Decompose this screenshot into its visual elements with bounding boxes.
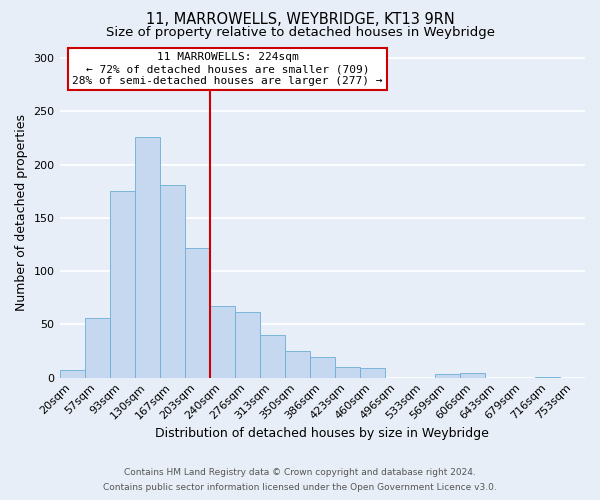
Bar [134, 137, 160, 378]
Text: Contains public sector information licensed under the Open Government Licence v3: Contains public sector information licen… [103, 483, 497, 492]
Bar [435, 374, 460, 378]
Bar [110, 192, 134, 378]
Bar [235, 312, 260, 378]
Bar [260, 335, 285, 378]
Bar [310, 358, 335, 378]
Bar [59, 370, 85, 378]
Text: 11 MARROWELLS: 224sqm
← 72% of detached houses are smaller (709)
28% of semi-det: 11 MARROWELLS: 224sqm ← 72% of detached … [73, 52, 383, 86]
Text: 11, MARROWELLS, WEYBRIDGE, KT13 9RN: 11, MARROWELLS, WEYBRIDGE, KT13 9RN [146, 12, 454, 28]
Bar [335, 367, 360, 378]
Bar [360, 368, 385, 378]
Text: Size of property relative to detached houses in Weybridge: Size of property relative to detached ho… [106, 26, 494, 39]
Bar [160, 185, 185, 378]
Y-axis label: Number of detached properties: Number of detached properties [15, 114, 28, 311]
X-axis label: Distribution of detached houses by size in Weybridge: Distribution of detached houses by size … [155, 427, 489, 440]
Bar [185, 248, 209, 378]
Text: Contains HM Land Registry data © Crown copyright and database right 2024.: Contains HM Land Registry data © Crown c… [124, 468, 476, 477]
Bar [209, 306, 235, 378]
Bar [285, 351, 310, 378]
Bar [460, 374, 485, 378]
Bar [85, 318, 110, 378]
Bar [535, 376, 560, 378]
